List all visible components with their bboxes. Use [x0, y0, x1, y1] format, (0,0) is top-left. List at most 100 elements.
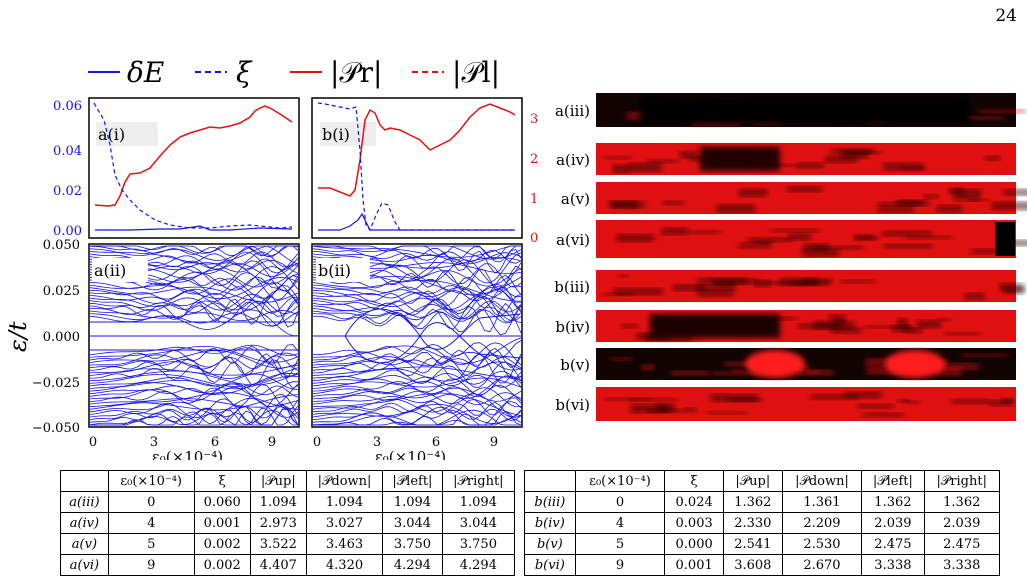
- ai-pr-curve: [94, 105, 293, 207]
- spectrum-line: [312, 403, 522, 424]
- xtick: 9: [490, 435, 498, 450]
- table-cell: 0.024: [664, 491, 724, 513]
- stripe-texture: [738, 242, 772, 249]
- stripe-texture: [891, 325, 913, 333]
- ytick-bottom: −0.025: [32, 376, 80, 391]
- spectrum-line: [89, 355, 299, 371]
- spectrum-line: [89, 251, 299, 268]
- panel-b-i-label-bg: [320, 122, 376, 146]
- spectrum-line: [312, 250, 522, 264]
- table-cell: 3.522: [249, 533, 307, 555]
- spectrum-line: [312, 302, 522, 334]
- spectrum-line: [312, 366, 522, 378]
- table-cell: 2.039: [861, 512, 925, 534]
- stripe-texture: [896, 398, 910, 403]
- stripe-texture: [893, 200, 920, 204]
- legend-label-Pr: |𝒫r|: [330, 56, 382, 89]
- stripe-texture: [609, 357, 633, 361]
- spectrum-line: [90, 245, 298, 257]
- table-cell: 2.475: [923, 533, 1001, 555]
- spectrum-line: [312, 286, 522, 313]
- spectrum-line: [312, 375, 522, 400]
- spectrum-line: [312, 387, 522, 408]
- stripe-texture: [999, 283, 1024, 292]
- ytick-top-left: 0.04: [53, 144, 82, 159]
- table-cell: 3.044: [441, 512, 516, 534]
- table-cell: 0.060: [193, 491, 251, 513]
- stripe-texture: [883, 162, 925, 171]
- stripe-bright-spot: [885, 350, 945, 378]
- table-cell: 3.750: [382, 533, 443, 555]
- stripe-texture: [830, 327, 862, 334]
- top-left-yticks: 0.06 0.04 0.02 0.00: [53, 99, 82, 239]
- table-cell: 2.541: [722, 533, 783, 555]
- table-cell: 1.094: [441, 491, 516, 513]
- stripe-texture: [662, 200, 685, 206]
- bottom-yticks: 0.050 0.025 0.000 −0.025 −0.050: [32, 238, 80, 436]
- stripe-texture: [923, 194, 939, 199]
- stripe-texture: [696, 284, 736, 291]
- table-row: b(v) 5 0.000 2.541 2.530 2.475 2.475: [524, 533, 1001, 555]
- xtick: 3: [373, 435, 381, 450]
- table-cell: 3.338: [861, 554, 925, 576]
- stripe-texture: [953, 188, 982, 197]
- stripe-dark-region: [995, 222, 1015, 256]
- stripe-texture: [641, 364, 656, 371]
- spectrum-line: [89, 245, 299, 265]
- stripe-texture: [864, 325, 913, 329]
- spectrum-line: [312, 283, 522, 298]
- x-axis-label-b: ε₀(×10⁻⁴): [375, 448, 446, 460]
- ytick-top-right: 3: [530, 112, 538, 127]
- spectrum-line: [312, 340, 522, 359]
- stripe-texture: [944, 331, 981, 336]
- stripe-label: a(iii): [555, 102, 590, 120]
- spectrum-line: [89, 404, 299, 419]
- stripe-texture: [724, 361, 761, 367]
- xtick: 9: [268, 435, 276, 450]
- spectrum-line: [312, 285, 522, 300]
- stripe-bright-spot: [745, 350, 805, 378]
- stripe-texture: [679, 151, 699, 159]
- stripe-texture: [796, 162, 824, 169]
- stripe-texture: [628, 162, 663, 172]
- panel-b-ii-label-bg: [316, 258, 370, 282]
- table-cell: 0: [107, 491, 195, 513]
- panel-a-i-label-bg: [96, 122, 158, 146]
- table-header: |𝒫right|: [441, 470, 516, 492]
- table-header: |𝒫down|: [305, 470, 384, 492]
- spectrum-line: [312, 384, 522, 399]
- spectrum-line: [312, 392, 522, 405]
- xtick: 6: [211, 435, 219, 450]
- ytick-top-left: 0.02: [53, 184, 82, 199]
- spectrum-line: [89, 397, 299, 418]
- spectrum-line: [89, 398, 299, 408]
- spectrum-line: [89, 350, 299, 369]
- panel-a-i-frame: [88, 97, 300, 239]
- panel-a-ii-label-bg: [92, 258, 148, 282]
- table-cell: 1.362: [722, 491, 783, 513]
- ytick-top-left: 0.06: [53, 99, 82, 114]
- stripe-texture: [661, 227, 689, 236]
- spectrum-line: [89, 352, 299, 379]
- stripe-texture: [690, 230, 721, 235]
- spectrum-line: [312, 342, 522, 366]
- xticks: 0 3 6 9 0 3 6 9: [89, 435, 498, 450]
- stripe-texture: [754, 279, 771, 288]
- spectrum-line: [313, 418, 522, 426]
- table-cell: 3.463: [305, 533, 384, 555]
- table-cell: 4.320: [305, 554, 384, 576]
- ytick-top-right: 0: [530, 231, 538, 246]
- stripe-texture: [934, 367, 963, 376]
- stripe-texture: [844, 391, 882, 399]
- density-stripes: a(iii) a(iv) a(v) a(vi) b(iii) b(iv) b(v) b(vi): [554, 93, 1027, 421]
- table-header: |𝒫down|: [781, 470, 863, 492]
- panel-a-ii-label: a(ii): [94, 261, 126, 280]
- table-row: a(iii) 0 0.060 1.094 1.094 1.094 1.094: [60, 491, 516, 513]
- panel-a-ii: a(ii): [88, 243, 300, 428]
- table-header: |𝒫up|: [722, 470, 783, 492]
- stripe-texture: [672, 284, 705, 292]
- table-cell: 4: [107, 512, 195, 534]
- spectrum-line: [89, 381, 299, 396]
- stripe-texture: [903, 400, 921, 404]
- spectrum-line: [89, 344, 299, 366]
